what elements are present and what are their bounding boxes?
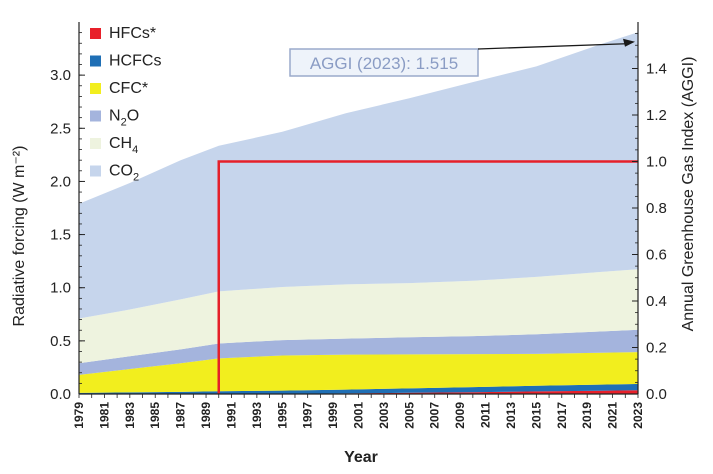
y-left-tick-label: 1.5 bbox=[50, 227, 71, 244]
aggi-annotation: AGGI (2023): 1.515 bbox=[289, 38, 635, 77]
x-tick-label: 1987 bbox=[174, 402, 188, 429]
legend-label-n2o: N2O bbox=[109, 108, 139, 129]
legend-swatch-ch4 bbox=[90, 138, 101, 149]
x-tick-label: 1993 bbox=[250, 402, 264, 429]
x-tick-label: 1997 bbox=[301, 402, 315, 429]
y-left-tick-label: 2.0 bbox=[50, 173, 71, 190]
y-right-tick-label: 0.0 bbox=[646, 386, 667, 403]
legend-label-ch4: CH4 bbox=[109, 135, 138, 156]
legend-swatch-n2o bbox=[90, 110, 101, 122]
y-right-tick-label: 1.2 bbox=[646, 107, 667, 124]
aggi-reference bbox=[217, 160, 638, 394]
x-tick-label: 2009 bbox=[453, 402, 467, 429]
legend-swatch-hcfcs bbox=[90, 55, 101, 67]
y-right-tick-label: 0.4 bbox=[646, 293, 667, 310]
x-tick-label: 1999 bbox=[326, 402, 340, 429]
y-right-tick-label: 0.8 bbox=[646, 200, 667, 217]
x-tick-label: 1981 bbox=[97, 402, 111, 429]
x-tick-label: 2015 bbox=[529, 402, 543, 429]
area-n2o bbox=[79, 329, 638, 375]
x-tick-label: 1983 bbox=[123, 402, 137, 429]
x-tick-label: 2001 bbox=[352, 402, 366, 429]
y-right-tick-label: 0.6 bbox=[646, 247, 667, 264]
x-tick-label: 1989 bbox=[199, 402, 213, 429]
y-axis-left-title: Radiative forcing (W m⁻²) bbox=[11, 146, 28, 327]
x-tick-label: 2005 bbox=[402, 402, 416, 429]
area-hfcs bbox=[79, 390, 638, 394]
legend-swatch-co2 bbox=[90, 165, 101, 177]
x-tick-label: 2011 bbox=[479, 402, 493, 428]
annotation-arrow-line bbox=[477, 43, 627, 50]
y-right-tick-label: 0.2 bbox=[646, 340, 667, 357]
x-tick-label: 2003 bbox=[377, 402, 391, 429]
chart-axes: 0.0 0.5 1.0 1.5 2.0 2.5 3.0 0.0 0.2 0.4 0.6 0.8 1.0 1… bbox=[50, 22, 667, 429]
aggi-baseline-line bbox=[217, 160, 638, 394]
x-tick-label: 2017 bbox=[555, 402, 569, 429]
y-left-tick-label: 1.0 bbox=[50, 280, 71, 297]
annotation-label: AGGI (2023): 1.515 bbox=[310, 54, 458, 73]
x-tick-label: 2007 bbox=[428, 402, 442, 429]
legend-swatch-hfcs bbox=[90, 28, 101, 39]
x-tick-label: 1979 bbox=[72, 402, 86, 429]
y-left-tick-label: 0.0 bbox=[50, 386, 71, 403]
legend-label-hcfcs: HCFCs bbox=[109, 53, 161, 70]
y-left-tick-label: 0.5 bbox=[50, 333, 71, 350]
stacked-areas bbox=[79, 32, 638, 394]
legend-swatch-cfc bbox=[90, 83, 101, 94]
legend-label-hfcs: HFCs* bbox=[109, 25, 156, 42]
x-tick-label: 2013 bbox=[504, 402, 518, 429]
annotation-box bbox=[289, 48, 479, 77]
x-tick-label: 2019 bbox=[580, 402, 594, 429]
y-left-tick-label: 2.5 bbox=[50, 120, 71, 137]
x-tick-label: 2021 bbox=[606, 402, 620, 429]
x-tick-label: 1991 bbox=[224, 402, 238, 429]
legend-label-cfc: CFC* bbox=[109, 80, 148, 97]
x-tick-label: 2023 bbox=[631, 402, 645, 429]
annotation-arrow-head bbox=[623, 38, 635, 47]
x-tick-label: 1995 bbox=[275, 402, 289, 429]
y-axis-right-title: Annual Greenhouse Gas Index (AGGI) bbox=[680, 57, 697, 332]
x-tick-label: 1985 bbox=[148, 402, 162, 429]
y-left-tick-label: 3.0 bbox=[50, 67, 71, 84]
y-right-tick-label: 1.4 bbox=[646, 61, 667, 78]
chart-legend: HFCs* HCFCs CFC* N2O CH4 CO2 bbox=[90, 25, 161, 184]
x-axis-title: Year bbox=[344, 449, 378, 466]
y-right-tick-label: 1.0 bbox=[646, 154, 667, 171]
legend-label-co2: CO2 bbox=[109, 163, 139, 184]
